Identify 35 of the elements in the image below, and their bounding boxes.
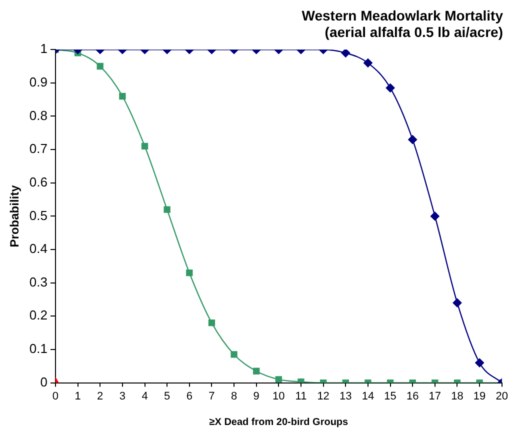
x-tick-label: 4 — [142, 390, 148, 402]
x-tick-label: 20 — [496, 390, 508, 402]
x-tick-label: 16 — [406, 390, 419, 402]
y-tick-label: 0.7 — [29, 141, 48, 156]
x-tick-label: 8 — [230, 390, 238, 402]
x-tick-label: 9 — [253, 390, 260, 402]
y-tick-label: 0.6 — [29, 174, 48, 190]
x-tick-label: 1 — [74, 390, 81, 402]
x-tick-label: 13 — [340, 390, 352, 402]
x-tick-label: 19 — [473, 390, 486, 402]
x-tick-label: 15 — [384, 390, 396, 402]
x-tick-label: 18 — [451, 390, 464, 402]
y-tick-label: 0.9 — [29, 74, 48, 90]
x-tick-label: 5 — [164, 390, 170, 402]
y-tick-label: 0.1 — [29, 341, 48, 356]
y-axis-title: Probability — [8, 184, 22, 248]
x-tick-label: 3 — [119, 390, 126, 402]
chart-title: Western Meadowlark Mortality (aerial alfalfa 0.5 lb ai/acre) — [302, 7, 504, 40]
x-tick-label: 7 — [208, 390, 215, 402]
y-tick-label: 0.4 — [29, 241, 48, 256]
x-tick-label: 6 — [186, 390, 192, 402]
y-tick-label: 0.2 — [29, 308, 48, 323]
x-tick-label: 0 — [52, 390, 59, 402]
x-tick-label: 12 — [317, 390, 330, 402]
y-tick-label: 0.5 — [29, 208, 48, 223]
y-tick-label: 0 — [40, 374, 48, 390]
y-tick-label: 0.3 — [29, 274, 48, 290]
x-tick-label: 11 — [295, 390, 307, 402]
x-tick-label: 2 — [97, 390, 104, 402]
y-tick-label: 0.8 — [29, 108, 48, 123]
x-tick-label: 17 — [428, 390, 442, 402]
x-tick-label: 14 — [362, 390, 374, 402]
y-tick-label: 1 — [40, 41, 48, 56]
x-axis-title: ≥X Dead from 20-bird Groups — [209, 416, 349, 428]
x-tick-label: 10 — [272, 390, 285, 402]
